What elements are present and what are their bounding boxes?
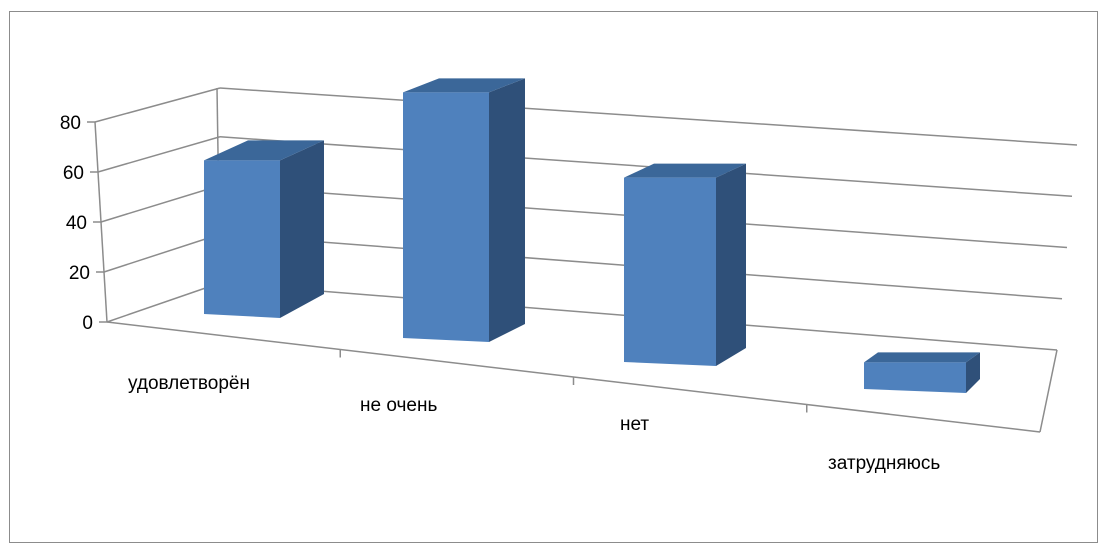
side-gridline bbox=[106, 282, 221, 323]
x-tick-label: нет bbox=[620, 414, 649, 435]
gridline bbox=[219, 136, 1073, 197]
x-tick-label: удовлетворён bbox=[128, 373, 250, 394]
y-tick-label: 0 bbox=[82, 313, 93, 334]
bar bbox=[624, 177, 716, 366]
bar bbox=[204, 160, 280, 318]
chart-frame bbox=[9, 11, 1098, 543]
bar bbox=[864, 362, 966, 393]
side-gridline bbox=[97, 136, 221, 173]
y-tick-label: 40 bbox=[66, 213, 87, 234]
x-tick-label: затрудняюсь bbox=[828, 453, 940, 474]
bar-top bbox=[204, 140, 324, 161]
bar-top bbox=[624, 163, 746, 178]
bar-side bbox=[489, 78, 525, 342]
bar-side bbox=[280, 140, 324, 318]
y-tick-label: 60 bbox=[63, 163, 84, 184]
bar-side bbox=[966, 352, 980, 393]
bar-top bbox=[403, 78, 525, 93]
bar-side bbox=[716, 163, 746, 366]
x-tick-label: не очень bbox=[360, 395, 437, 416]
side-gridline bbox=[103, 233, 221, 273]
side-gridline bbox=[94, 87, 221, 123]
y-axis bbox=[94, 121, 108, 323]
y-tick-label: 80 bbox=[60, 113, 81, 134]
y-tick-label: 20 bbox=[69, 263, 90, 284]
side-gridline bbox=[100, 184, 221, 223]
bar-top bbox=[864, 352, 980, 363]
floor-right-edge bbox=[1039, 349, 1058, 433]
bar bbox=[403, 92, 489, 342]
gridline bbox=[219, 87, 1078, 146]
